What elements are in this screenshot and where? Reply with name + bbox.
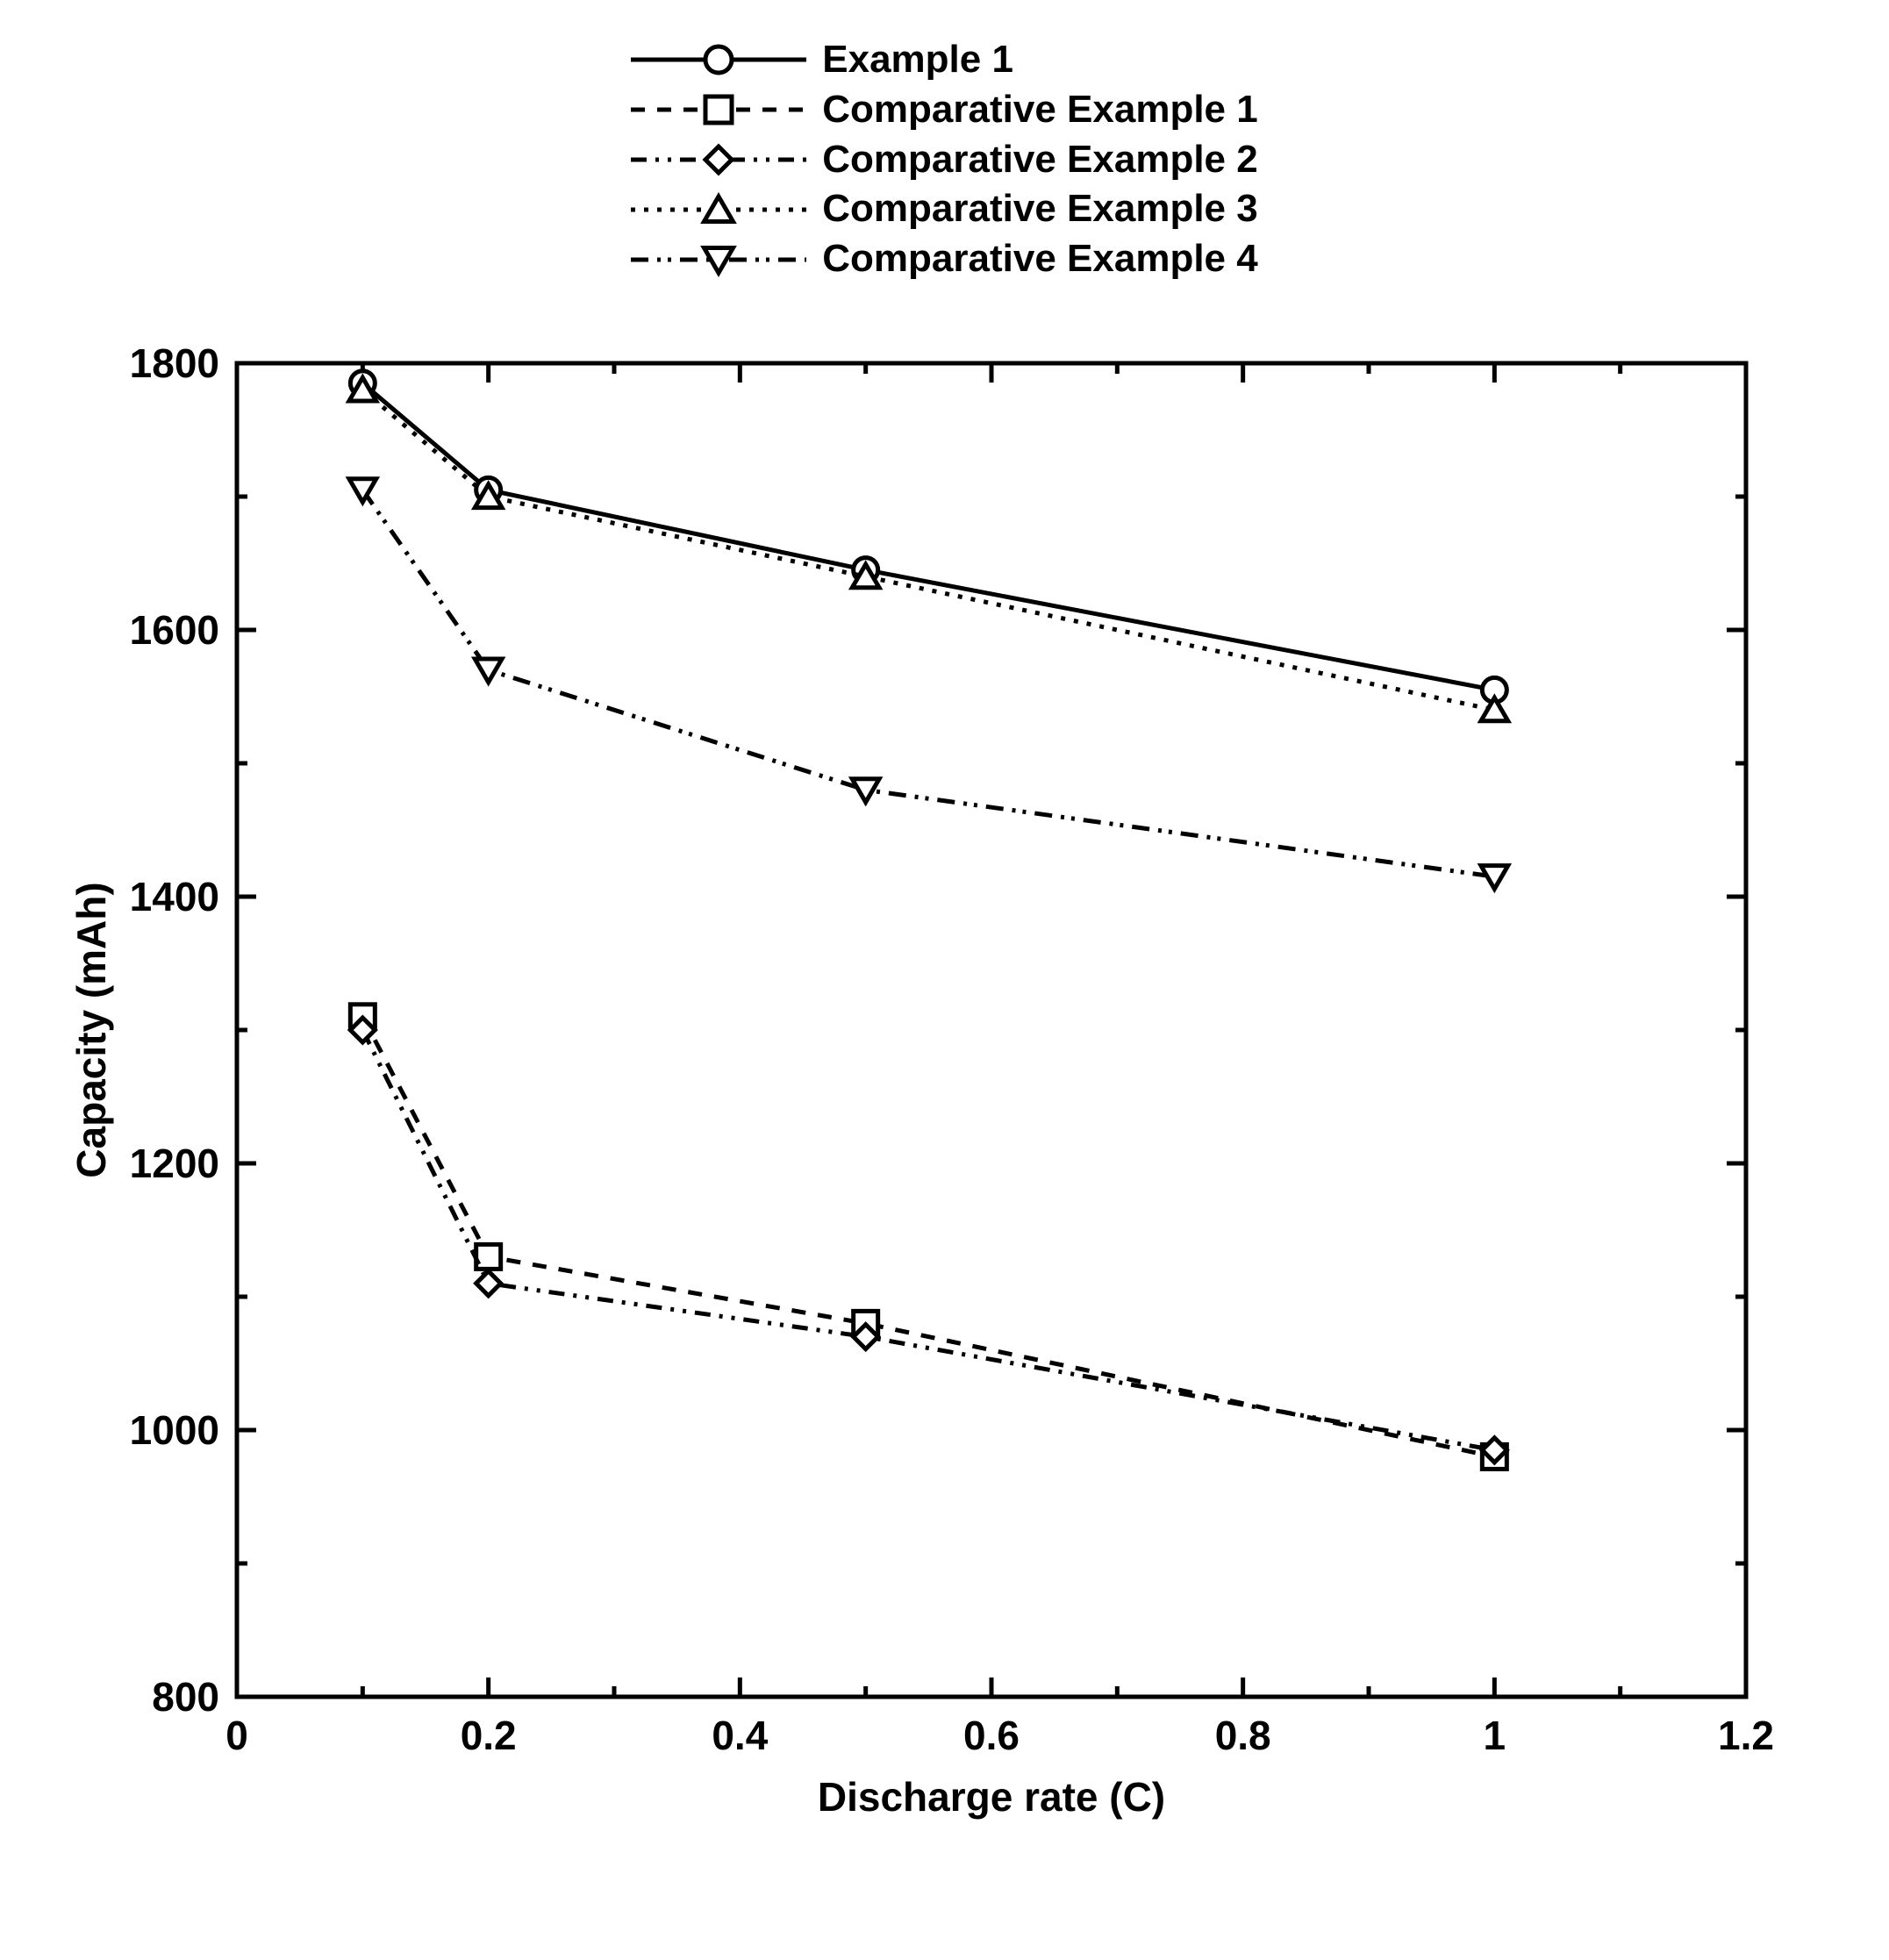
legend-swatch: [631, 142, 806, 177]
legend-label: Comparative Example 1: [822, 87, 1257, 133]
legend-label: Comparative Example 2: [822, 137, 1257, 183]
legend-swatch: [631, 192, 806, 227]
legend-item: Comparative Example 2: [631, 135, 1257, 185]
x-axis-label: Discharge rate (C): [818, 1774, 1165, 1820]
x-tick-label: 0.8: [1215, 1713, 1271, 1758]
chart-area: 0 0.2 0.4 0.6 0.8 1 1.2 800 1000 1200 1400 1600 1800…: [35, 311, 1854, 1925]
y-tick-label: 1400: [130, 874, 219, 919]
x-tick-label: 1: [1484, 1713, 1506, 1758]
legend-label: Comparative Example 4: [822, 236, 1257, 283]
figure: Example 1 Comparative Example 1 Comparat…: [35, 35, 1854, 1925]
y-axis-label: Capacity (mAh): [68, 882, 114, 1177]
x-tick-label: 0.6: [963, 1713, 1020, 1758]
x-tick-label: 1.2: [1718, 1713, 1774, 1758]
y-tick-label: 1200: [130, 1141, 219, 1186]
legend-label: Example 1: [822, 37, 1013, 83]
y-tick-label: 1600: [130, 607, 219, 653]
legend-item: Comparative Example 3: [631, 184, 1257, 234]
y-tick-label: 1000: [130, 1407, 219, 1453]
x-tick-label: 0.2: [461, 1713, 517, 1758]
y-tick-label: 1800: [130, 340, 219, 386]
legend-label: Comparative Example 3: [822, 186, 1257, 232]
y-tick-label: 800: [152, 1674, 219, 1720]
legend-swatch: [631, 92, 806, 127]
legend: Example 1 Comparative Example 1 Comparat…: [631, 35, 1257, 284]
chart-svg: 0 0.2 0.4 0.6 0.8 1 1.2 800 1000 1200 1400 1600 1800…: [35, 311, 1854, 1925]
x-tick-label: 0.4: [712, 1713, 768, 1758]
legend-swatch: [631, 42, 806, 77]
legend-swatch: [631, 242, 806, 277]
legend-item: Comparative Example 4: [631, 234, 1257, 284]
legend-item: Comparative Example 1: [631, 85, 1257, 135]
x-tick-label: 0: [225, 1713, 248, 1758]
plot-bg: [237, 363, 1746, 1697]
legend-item: Example 1: [631, 35, 1013, 85]
